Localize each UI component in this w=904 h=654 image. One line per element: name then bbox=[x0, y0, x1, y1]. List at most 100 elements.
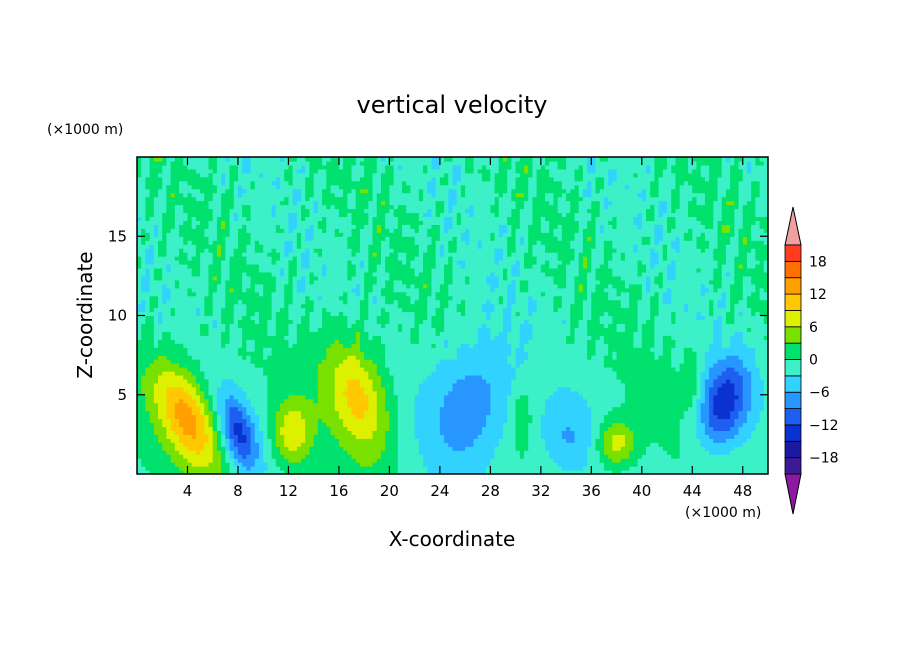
contour-cell bbox=[191, 228, 197, 233]
contour-cell bbox=[364, 386, 369, 392]
contour-cell bbox=[212, 200, 218, 206]
contour-cell bbox=[263, 184, 269, 190]
contour-cell bbox=[343, 188, 348, 194]
contour-cell bbox=[145, 311, 151, 317]
contour-cell bbox=[322, 160, 327, 166]
contour-cell bbox=[183, 252, 189, 257]
contour-cell bbox=[145, 434, 151, 439]
contour-cell bbox=[322, 446, 327, 451]
contour-cell bbox=[246, 164, 252, 170]
contour-cell bbox=[200, 363, 205, 368]
contour-cell bbox=[267, 355, 273, 360]
contour-cell bbox=[191, 315, 197, 321]
contour-cell bbox=[313, 291, 319, 297]
contour-cell bbox=[347, 374, 353, 380]
contour-cell bbox=[347, 244, 353, 249]
contour-cell bbox=[317, 232, 323, 237]
contour-cell bbox=[288, 228, 294, 233]
contour-cell bbox=[141, 252, 147, 257]
contour-cell bbox=[216, 164, 222, 170]
contour-cell bbox=[187, 295, 193, 301]
contour-cell bbox=[368, 347, 374, 352]
contour-cell bbox=[174, 406, 180, 412]
contour-cell bbox=[246, 382, 252, 388]
contour-cell bbox=[200, 291, 205, 297]
contour-cell bbox=[351, 212, 357, 218]
contour-cell bbox=[191, 458, 197, 463]
contour-cell bbox=[162, 224, 168, 229]
contour-cell bbox=[372, 355, 378, 360]
contour-cell bbox=[351, 418, 357, 424]
contour-cell bbox=[216, 244, 222, 249]
contour-cell bbox=[166, 299, 172, 305]
contour-cell bbox=[334, 295, 340, 301]
contour-cell bbox=[389, 442, 395, 447]
contour-cell bbox=[191, 410, 197, 416]
contour-cell bbox=[284, 184, 290, 190]
contour-cell bbox=[149, 204, 155, 210]
contour-cell bbox=[309, 315, 315, 321]
contour-cell bbox=[376, 157, 382, 162]
contour-cell bbox=[233, 343, 239, 348]
contour-cell bbox=[250, 164, 256, 170]
contour-cell bbox=[322, 236, 327, 241]
contour-cell bbox=[216, 458, 222, 463]
contour-cell bbox=[393, 347, 399, 352]
contour-cell bbox=[254, 311, 260, 317]
contour-cell bbox=[271, 430, 277, 435]
contour-cell bbox=[233, 470, 239, 474]
contour-cell bbox=[364, 260, 369, 265]
contour-cell bbox=[158, 398, 163, 404]
contour-cell bbox=[191, 327, 197, 332]
contour-cell bbox=[305, 319, 311, 325]
contour-cell bbox=[330, 204, 336, 210]
contour-cell bbox=[233, 410, 239, 416]
contour-cell bbox=[301, 438, 306, 443]
contour-cell bbox=[258, 406, 264, 412]
contour-cell bbox=[284, 422, 290, 428]
contour-cell bbox=[183, 335, 189, 340]
contour-cell bbox=[242, 299, 247, 305]
contour-cell bbox=[338, 263, 344, 269]
contour-cell bbox=[364, 220, 369, 225]
contour-cell bbox=[355, 208, 361, 214]
contour-cell bbox=[284, 244, 290, 249]
contour-cell bbox=[338, 378, 344, 384]
contour-cell bbox=[343, 458, 348, 463]
contour-cell bbox=[233, 422, 239, 428]
contour-cell bbox=[170, 382, 176, 388]
contour-cell bbox=[305, 426, 311, 432]
contour-cell bbox=[137, 430, 142, 435]
contour-cell bbox=[170, 256, 176, 261]
contour-cell bbox=[376, 248, 382, 253]
contour-cell bbox=[288, 339, 294, 344]
contour-cell bbox=[208, 240, 214, 245]
contour-cell bbox=[317, 434, 323, 439]
contour-cell bbox=[359, 402, 365, 408]
contour-cell bbox=[347, 157, 353, 162]
contour-cell bbox=[355, 458, 361, 463]
contour-cell bbox=[254, 470, 260, 474]
contour-cell bbox=[263, 228, 269, 233]
contour-cell bbox=[313, 394, 319, 400]
contour-cell bbox=[237, 382, 243, 388]
contour-cell bbox=[141, 430, 147, 435]
contour-cell bbox=[149, 319, 155, 325]
contour-cell bbox=[372, 172, 378, 178]
contour-cell bbox=[317, 466, 323, 471]
contour-cell bbox=[301, 323, 306, 328]
contour-cell bbox=[137, 355, 142, 360]
contour-cell bbox=[376, 180, 382, 186]
contour-cell bbox=[263, 196, 269, 202]
contour-cell bbox=[317, 347, 323, 352]
contour-cell bbox=[280, 192, 285, 198]
contour-cell bbox=[195, 367, 201, 372]
contour-cell bbox=[141, 386, 147, 392]
contour-cell bbox=[166, 446, 172, 451]
contour-cell bbox=[258, 220, 264, 225]
contour-cell bbox=[385, 271, 390, 277]
contour-cell bbox=[343, 232, 348, 237]
contour-cell bbox=[200, 311, 205, 317]
contour-cell bbox=[162, 157, 168, 162]
